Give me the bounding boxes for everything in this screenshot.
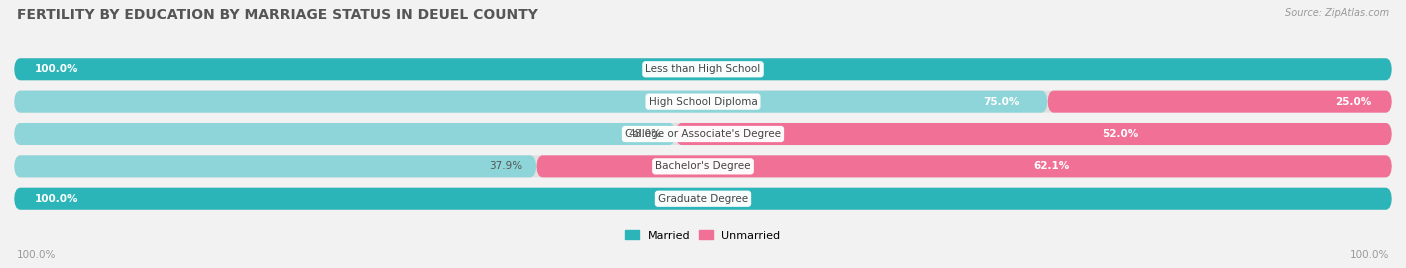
FancyBboxPatch shape xyxy=(14,58,1392,80)
Text: 52.0%: 52.0% xyxy=(1102,129,1139,139)
Text: 62.1%: 62.1% xyxy=(1033,161,1069,171)
Text: Bachelor's Degree: Bachelor's Degree xyxy=(655,161,751,171)
Text: 25.0%: 25.0% xyxy=(1336,97,1371,107)
FancyBboxPatch shape xyxy=(14,91,1392,113)
FancyBboxPatch shape xyxy=(14,123,675,145)
Text: College or Associate's Degree: College or Associate's Degree xyxy=(626,129,780,139)
Text: 100.0%: 100.0% xyxy=(1350,250,1389,260)
FancyBboxPatch shape xyxy=(14,123,1392,145)
Text: Graduate Degree: Graduate Degree xyxy=(658,194,748,204)
Legend: Married, Unmarried: Married, Unmarried xyxy=(621,226,785,245)
Text: 37.9%: 37.9% xyxy=(489,161,523,171)
FancyBboxPatch shape xyxy=(1047,91,1392,113)
Text: 100.0%: 100.0% xyxy=(35,194,79,204)
FancyBboxPatch shape xyxy=(14,188,1392,210)
Text: 100.0%: 100.0% xyxy=(35,64,79,74)
Text: Source: ZipAtlas.com: Source: ZipAtlas.com xyxy=(1285,8,1389,18)
Text: 48.0%: 48.0% xyxy=(628,129,662,139)
FancyBboxPatch shape xyxy=(14,58,1392,80)
Text: 100.0%: 100.0% xyxy=(17,250,56,260)
FancyBboxPatch shape xyxy=(14,91,1047,113)
Text: FERTILITY BY EDUCATION BY MARRIAGE STATUS IN DEUEL COUNTY: FERTILITY BY EDUCATION BY MARRIAGE STATU… xyxy=(17,8,537,22)
FancyBboxPatch shape xyxy=(536,155,1392,177)
Text: 75.0%: 75.0% xyxy=(984,97,1019,107)
FancyBboxPatch shape xyxy=(14,155,536,177)
Text: Less than High School: Less than High School xyxy=(645,64,761,74)
FancyBboxPatch shape xyxy=(14,155,1392,177)
FancyBboxPatch shape xyxy=(675,123,1392,145)
FancyBboxPatch shape xyxy=(14,188,1392,210)
Text: High School Diploma: High School Diploma xyxy=(648,97,758,107)
